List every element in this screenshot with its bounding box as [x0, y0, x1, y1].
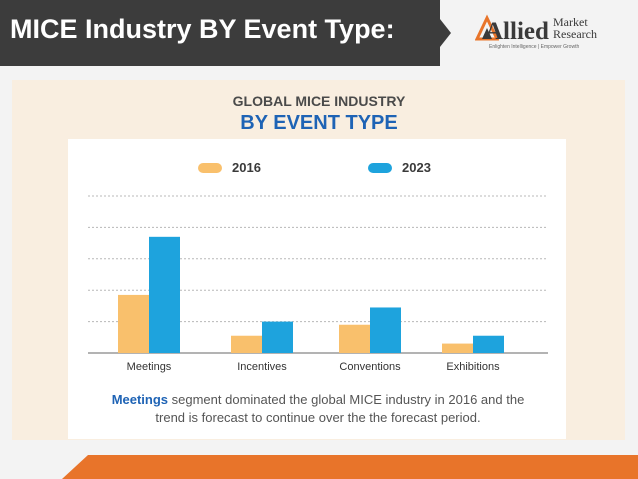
chart-subtitle: BY EVENT TYPE	[240, 112, 398, 134]
x-tick-label-exhibitions: Exhibitions	[446, 361, 500, 373]
title-chevron	[425, 0, 451, 66]
allied-market-research-logo: Allied Market Research Enlighten Intelli…	[475, 12, 625, 52]
logo-name: Allied	[485, 18, 549, 45]
caption-highlight: Meetings	[111, 392, 169, 407]
x-tick-label-conventions: Conventions	[339, 361, 401, 373]
title-bar	[0, 0, 440, 66]
logo-research: Research	[553, 27, 597, 41]
legend-swatch-2016	[198, 163, 222, 173]
logo-market: Market	[553, 15, 588, 29]
logo-mark-icon	[475, 14, 499, 41]
footer-bar	[62, 455, 638, 479]
caption-line1: segment dominated the global MICE indust…	[168, 392, 525, 407]
bar-conventions-2023	[370, 307, 401, 353]
legend-label-2016: 2016	[232, 160, 261, 175]
logo-tagline: Enlighten Intelligence | Empower Growth	[489, 44, 580, 50]
chart-title: GLOBAL MICE INDUSTRY	[232, 93, 406, 109]
x-tick-label-meetings: Meetings	[127, 361, 172, 373]
bar-incentives-2016	[231, 335, 262, 353]
bar-conventions-2016	[339, 324, 370, 353]
page-title: MICE Industry BY Event Type:	[10, 14, 395, 44]
bar-exhibitions-2016	[442, 343, 473, 353]
bar-meetings-2016	[118, 294, 149, 353]
caption-line2: trend is forecast to continue over the t…	[155, 410, 481, 425]
bar-incentives-2023	[262, 321, 293, 353]
chart-caption: Meetings segment dominated the global MI…	[68, 391, 568, 427]
legend-label-2023: 2023	[402, 160, 431, 175]
bar-exhibitions-2023	[473, 335, 504, 353]
bar-meetings-2023	[149, 236, 180, 353]
x-tick-label-incentives: Incentives	[237, 361, 287, 373]
legend-swatch-2023	[368, 163, 392, 173]
